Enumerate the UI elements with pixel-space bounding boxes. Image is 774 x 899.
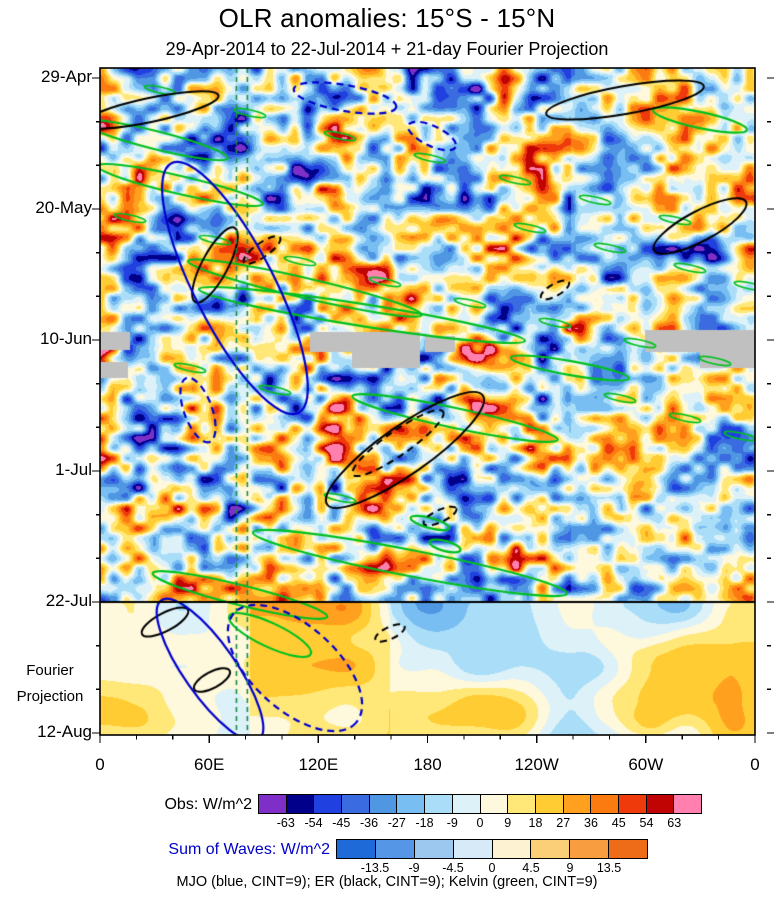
x-tick-label: 0 [750, 755, 760, 774]
obs-colorbar [258, 794, 702, 814]
colorbar-tick-label: -13.5 [360, 861, 390, 875]
colorbar-tick-label: 9 [566, 861, 574, 875]
fourier-projection-label: Fourier Projection [2, 658, 98, 710]
fourier-projection-label-line1: Fourier [26, 662, 74, 679]
x-tick-label: 180 [413, 755, 442, 774]
chart-title: OLR anomalies: 15°S - 15°N [218, 3, 556, 33]
colorbar-tick-label: 54 [639, 816, 654, 830]
colorbar-cell [375, 840, 415, 858]
colorbar-cell [369, 795, 398, 813]
y-tick-label: 20-May [35, 198, 92, 217]
colorbar-cell [591, 795, 619, 813]
colorbar-cell [531, 840, 571, 858]
colorbar-tick-label: 27 [556, 816, 571, 830]
colorbar-tick-label: 36 [584, 816, 598, 830]
y-tick-label: 12-Aug [37, 722, 92, 741]
colorbar-cell [314, 795, 343, 813]
waves-colorbar-label: Sum of Waves: W/m^2 [168, 841, 330, 858]
colorbar-cell [259, 795, 287, 813]
colorbar-cell [286, 795, 315, 813]
colorbar-cell [397, 795, 426, 813]
colorbar-cell [618, 795, 647, 813]
obs-colorbar-label: Obs: W/m^2 [164, 796, 252, 813]
y-tick-label: 22-Jul [45, 591, 92, 610]
colorbar-tick-label: -4.5 [442, 861, 464, 875]
colorbar-cell [508, 795, 536, 813]
colorbar-tick-label: -45 [332, 816, 351, 830]
colorbar-tick-label: -9 [408, 861, 420, 875]
colorbar-cell [646, 795, 675, 813]
x-tick-label: 120W [514, 755, 559, 774]
x-tick-label: 60E [194, 755, 225, 774]
colorbar-tick-label: -9 [446, 816, 458, 830]
y-tick-label: 1-Jul [55, 460, 92, 479]
colorbar-tick-label: 18 [528, 816, 543, 830]
x-tick-label: 0 [95, 755, 105, 774]
y-tick-label: 29-Apr [40, 67, 92, 86]
colorbar-tick-label: 0 [476, 816, 484, 830]
chart-subtitle: 29-Apr-2014 to 22-Jul-2014 + 21-day Four… [165, 39, 609, 59]
x-tick-label: 60W [628, 755, 664, 774]
colorbar-cell [609, 840, 647, 858]
colorbar-cell [480, 795, 509, 813]
wave-contour-caption: MJO (blue, CINT=9); ER (black, CINT=9); … [176, 874, 598, 890]
colorbar-cell [342, 795, 370, 813]
colorbar-tick-label: -18 [415, 816, 434, 830]
colorbar-tick-label: -63 [276, 816, 295, 830]
y-tick-label: 10-Jun [40, 329, 92, 348]
x-tick-label: 120E [298, 755, 339, 774]
colorbar-cell [563, 795, 592, 813]
colorbar-cell [535, 795, 564, 813]
colorbar-cell [414, 840, 454, 858]
colorbar-cell [674, 795, 701, 813]
colorbar-cell [337, 840, 376, 858]
colorbar-tick-label: 63 [667, 816, 682, 830]
colorbar-tick-label: -27 [387, 816, 406, 830]
colorbar-cell [425, 795, 453, 813]
waves-colorbar [336, 839, 648, 859]
colorbar-cell [453, 840, 493, 858]
colorbar-cell [570, 840, 610, 858]
colorbar-cell [492, 840, 532, 858]
colorbar-tick-label: 0 [488, 861, 496, 875]
colorbar-tick-label: -36 [359, 816, 379, 830]
colorbar-tick-label: 13.5 [596, 861, 622, 875]
colorbar-tick-label: 9 [504, 816, 512, 830]
colorbar-cell [452, 795, 481, 813]
fourier-projection-label-line2: Projection [16, 688, 84, 705]
colorbar-tick-label: -54 [304, 816, 323, 830]
colorbar-tick-label: 4.5 [522, 861, 540, 875]
olr-anomaly-field [100, 68, 755, 735]
colorbar-tick-label: 45 [611, 816, 626, 830]
